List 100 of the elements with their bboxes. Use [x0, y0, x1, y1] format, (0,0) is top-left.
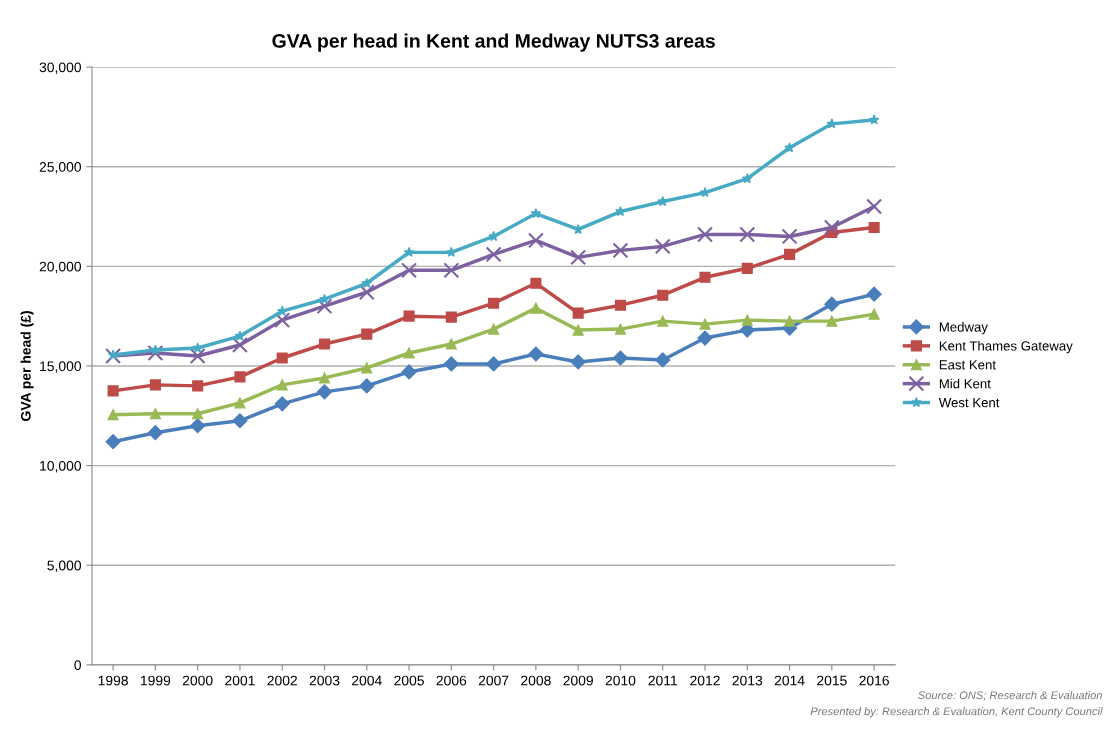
- x-tick-label: 2007: [478, 675, 509, 686]
- point: [784, 142, 795, 153]
- point: [485, 246, 502, 263]
- point: [234, 397, 246, 409]
- point: [147, 345, 164, 361]
- point: [189, 348, 206, 364]
- point: [445, 338, 457, 350]
- point: [781, 228, 798, 245]
- point: [319, 293, 330, 304]
- point: [234, 330, 246, 341]
- point: [741, 262, 753, 274]
- x-tick-label: 2003: [309, 675, 340, 686]
- point: [234, 371, 246, 383]
- point: [488, 297, 500, 309]
- y-tick-label: 15,000: [40, 361, 82, 373]
- point: [107, 409, 119, 421]
- y-tick-label: 30,000: [39, 62, 82, 74]
- point: [318, 372, 331, 384]
- x-tick-label: 2015: [817, 675, 847, 686]
- point: [147, 425, 163, 441]
- x-tick-label: 2011: [648, 675, 677, 686]
- point: [739, 226, 756, 243]
- point: [149, 379, 161, 391]
- point: [361, 328, 373, 340]
- point: [403, 347, 415, 359]
- point: [107, 349, 119, 360]
- point: [614, 323, 627, 335]
- text: Presented by: Research & Evaluation, Kent County Council: [810, 707, 1103, 718]
- legend-label: Mid Kent: [939, 378, 991, 389]
- point: [403, 310, 415, 322]
- point: [824, 296, 840, 312]
- point: [741, 314, 753, 326]
- x-tick-label: 2014: [774, 675, 805, 686]
- x-tick-label: 1998: [98, 675, 128, 686]
- x-tick-label: 2001: [225, 675, 255, 686]
- x-tick-label: 2009: [563, 675, 593, 686]
- point: [657, 315, 669, 327]
- point: [403, 246, 415, 258]
- point: [530, 302, 542, 314]
- point: [612, 242, 629, 259]
- point: [699, 318, 711, 330]
- point: [443, 356, 459, 372]
- point: [527, 232, 544, 249]
- point: [699, 271, 711, 283]
- point: [868, 221, 880, 234]
- x-tick-label: 2012: [690, 675, 720, 686]
- y-axis-title: GVA per head (£): [20, 311, 34, 421]
- y-tick-label: 20,000: [39, 261, 82, 274]
- point: [654, 238, 671, 255]
- point: [657, 289, 669, 301]
- x-tick-label: 1999: [140, 675, 171, 686]
- y-tick-label: 5,000: [47, 560, 82, 573]
- point: [276, 379, 288, 391]
- legend-label: Medway: [939, 322, 988, 335]
- point: [192, 408, 204, 420]
- point: [361, 362, 373, 374]
- point: [316, 384, 333, 400]
- legend-label: Kent Thames Gateway: [939, 340, 1073, 354]
- point: [358, 284, 375, 301]
- x-tick-label: 2010: [605, 675, 636, 686]
- point: [823, 219, 840, 236]
- point: [826, 315, 838, 327]
- point: [107, 385, 119, 397]
- x-tick-label: 2004: [352, 675, 382, 686]
- x-tick-label: 2000: [182, 675, 213, 686]
- point: [612, 350, 629, 366]
- point: [276, 352, 288, 364]
- point: [231, 337, 248, 354]
- point: [443, 262, 460, 279]
- point: [570, 354, 586, 370]
- point: [149, 408, 161, 420]
- chart-title: GVA per head in Kent and Medway NUTS3 areas: [272, 33, 715, 52]
- point: [105, 434, 121, 450]
- point: [570, 249, 587, 266]
- point: [446, 246, 457, 258]
- legend-label: West Kent: [938, 398, 1000, 408]
- point: [741, 173, 753, 184]
- point: [488, 230, 499, 242]
- x-tick-label: 2005: [394, 675, 424, 686]
- point: [445, 311, 457, 323]
- point: [486, 356, 502, 372]
- point: [697, 330, 713, 346]
- x-tick-label: 2006: [436, 675, 467, 686]
- point: [190, 418, 206, 434]
- source-note: Source: ONS; Research & Evaluation: [918, 691, 1102, 701]
- point: [868, 308, 880, 320]
- y-tick-label: 0: [74, 660, 81, 671]
- point: [192, 380, 204, 392]
- point: [866, 198, 883, 215]
- point: [318, 338, 331, 350]
- x-tick-label: 2002: [267, 675, 297, 686]
- point: [488, 323, 500, 335]
- point: [401, 262, 418, 279]
- point: [572, 307, 584, 319]
- point: [784, 315, 796, 327]
- point: [784, 248, 796, 260]
- point: [232, 413, 248, 429]
- x-tick-label: 2008: [521, 675, 551, 686]
- point: [274, 396, 290, 412]
- point: [105, 348, 122, 364]
